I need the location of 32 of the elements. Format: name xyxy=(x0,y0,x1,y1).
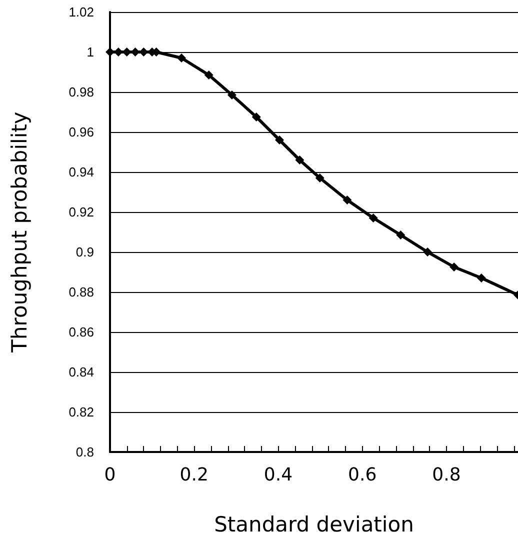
point xyxy=(227,90,236,100)
point xyxy=(295,156,304,164)
y-tick-label: 1.02 xyxy=(68,4,94,20)
point xyxy=(275,136,284,144)
y-tick-label: 0.9 xyxy=(76,244,94,260)
x-tick-label: 0.2 xyxy=(180,464,208,486)
point xyxy=(396,230,406,240)
x-tick-label: 0.6 xyxy=(348,464,377,486)
point xyxy=(204,70,214,80)
y-tick-label: 0.96 xyxy=(68,124,94,140)
y-tick-label: 0.82 xyxy=(68,404,94,420)
x-tick-label: 0 xyxy=(104,464,116,486)
y-tick-label: 0.92 xyxy=(68,204,94,220)
point xyxy=(368,214,378,222)
x-tick-label: 0.4 xyxy=(264,464,293,486)
y-tick-label: 0.88 xyxy=(68,284,94,300)
point xyxy=(476,274,486,282)
point xyxy=(342,196,352,204)
y-tick-label: 1 xyxy=(86,44,94,60)
y-tick-label: 0.84 xyxy=(68,364,94,380)
x-tick-label: 0.8 xyxy=(432,464,461,486)
y-axis-title: Throughput probability xyxy=(8,112,32,354)
point xyxy=(177,54,186,62)
y-tick-label: 0.98 xyxy=(68,84,94,100)
point xyxy=(315,174,324,182)
y-tick-label: 0.8 xyxy=(76,444,94,460)
point xyxy=(423,248,432,256)
y-tick-label: 0.86 xyxy=(68,324,94,340)
y-tick-label: 0.94 xyxy=(68,164,94,180)
x-axis-title: Standard deviation xyxy=(214,512,414,536)
point xyxy=(450,262,459,272)
point xyxy=(252,112,261,122)
